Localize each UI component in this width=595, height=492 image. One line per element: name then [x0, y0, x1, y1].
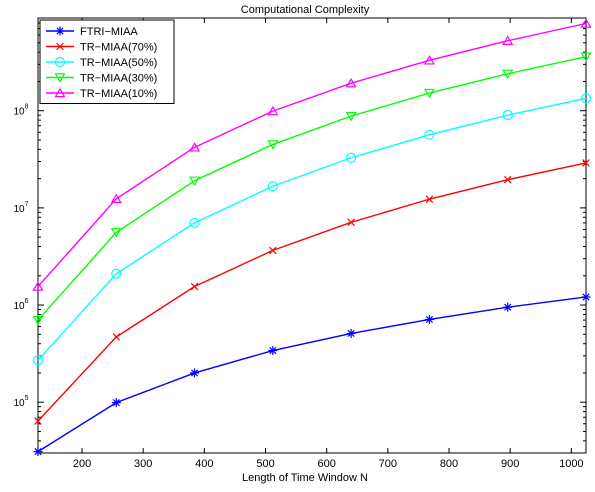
data-point	[269, 246, 277, 255]
series-line	[37, 296, 587, 453]
data-point	[190, 282, 199, 291]
data-point	[346, 328, 356, 338]
data-point	[189, 142, 201, 152]
y-tick-exponent: 6	[25, 298, 29, 305]
legend-label: TR−MIAA(70%)	[80, 42, 157, 54]
x-tick-label: 300	[134, 458, 152, 470]
y-tick-label: 107	[13, 201, 28, 215]
data-point	[503, 302, 513, 312]
series-1	[34, 159, 590, 425]
data-point	[268, 346, 278, 356]
chart-title: Computational Complexity	[241, 4, 370, 16]
data-point	[267, 105, 279, 116]
series-0	[33, 292, 591, 457]
y-tick-base: 10	[13, 398, 25, 409]
legend-item: FTRI−MIAA	[46, 26, 138, 38]
x-tick-label: 200	[73, 458, 91, 470]
data-point	[423, 88, 435, 99]
data-point	[110, 228, 122, 238]
x-tick-label: 1000	[559, 458, 583, 470]
y-tick-label: 106	[13, 298, 28, 312]
data-point	[267, 140, 279, 150]
data-point	[580, 93, 592, 104]
series-line	[37, 97, 587, 361]
data-point	[32, 281, 44, 291]
y-tick-label: 108	[13, 104, 28, 118]
legend-marker	[56, 42, 64, 51]
legend-label: TR−MIAA(10%)	[80, 88, 157, 100]
legend-marker	[54, 56, 66, 68]
y-tick-exponent: 7	[25, 201, 29, 208]
x-tick-label: 500	[256, 458, 274, 470]
y-tick-base: 10	[13, 107, 25, 118]
legend-label: FTRI−MIAA	[80, 26, 138, 38]
legend-item: TR−MIAA(30%)	[46, 73, 157, 85]
y-tick-label: 105	[13, 395, 28, 409]
data-point	[267, 181, 278, 192]
series-line	[37, 22, 587, 288]
legend-marker	[54, 73, 66, 83]
series-layer	[32, 18, 592, 457]
data-point	[110, 193, 122, 203]
legend-item: TR−MIAA(70%)	[46, 42, 157, 54]
series-line	[37, 162, 587, 422]
data-point	[34, 417, 42, 425]
data-point	[32, 355, 44, 366]
legend-item: TR−MIAA(50%)	[46, 56, 157, 69]
y-tick-base: 10	[13, 204, 25, 215]
data-point	[423, 55, 435, 65]
data-point	[424, 314, 434, 324]
x-axis-label: Length of Time Window N	[242, 472, 368, 484]
series-3	[32, 52, 592, 326]
data-point	[424, 129, 435, 140]
data-point	[502, 35, 514, 45]
legend-item: TR−MIAA(10%)	[46, 87, 157, 100]
y-tick-exponent: 5	[25, 395, 29, 402]
data-point	[503, 175, 512, 184]
data-point	[347, 218, 355, 227]
x-tick-label: 800	[440, 458, 458, 470]
data-point	[189, 217, 200, 229]
data-point	[111, 398, 121, 408]
x-tick-label: 600	[317, 458, 335, 470]
data-point	[582, 159, 590, 167]
data-point	[190, 368, 200, 378]
series-4	[32, 18, 592, 291]
data-point	[33, 447, 43, 457]
data-point	[580, 18, 592, 28]
data-point	[581, 292, 591, 302]
legend: FTRI−MIAA TR−MIAA(70%) TR−MIAA(50%) TR−MIAA…	[39, 19, 175, 104]
data-point	[345, 111, 357, 122]
legend-marker	[55, 26, 65, 36]
x-tick-label: 900	[501, 458, 519, 470]
x-tick-label: 700	[379, 458, 397, 470]
data-point	[346, 152, 357, 163]
legend-label: TR−MIAA(50%)	[80, 57, 157, 69]
data-point	[425, 195, 434, 203]
y-tick-exponent: 8	[25, 104, 29, 111]
data-point	[112, 333, 121, 341]
y-tick-base: 10	[13, 301, 25, 312]
data-point	[189, 176, 201, 187]
data-point	[502, 69, 514, 80]
legend-label: TR−MIAA(30%)	[80, 73, 157, 85]
data-point	[111, 268, 122, 279]
x-tick-label: 400	[195, 458, 213, 470]
data-point	[502, 110, 513, 121]
data-point	[580, 52, 592, 62]
legend-marker	[54, 87, 66, 98]
series-2	[32, 93, 592, 366]
series-line	[37, 55, 587, 321]
data-point	[345, 77, 357, 88]
data-point	[32, 315, 44, 326]
